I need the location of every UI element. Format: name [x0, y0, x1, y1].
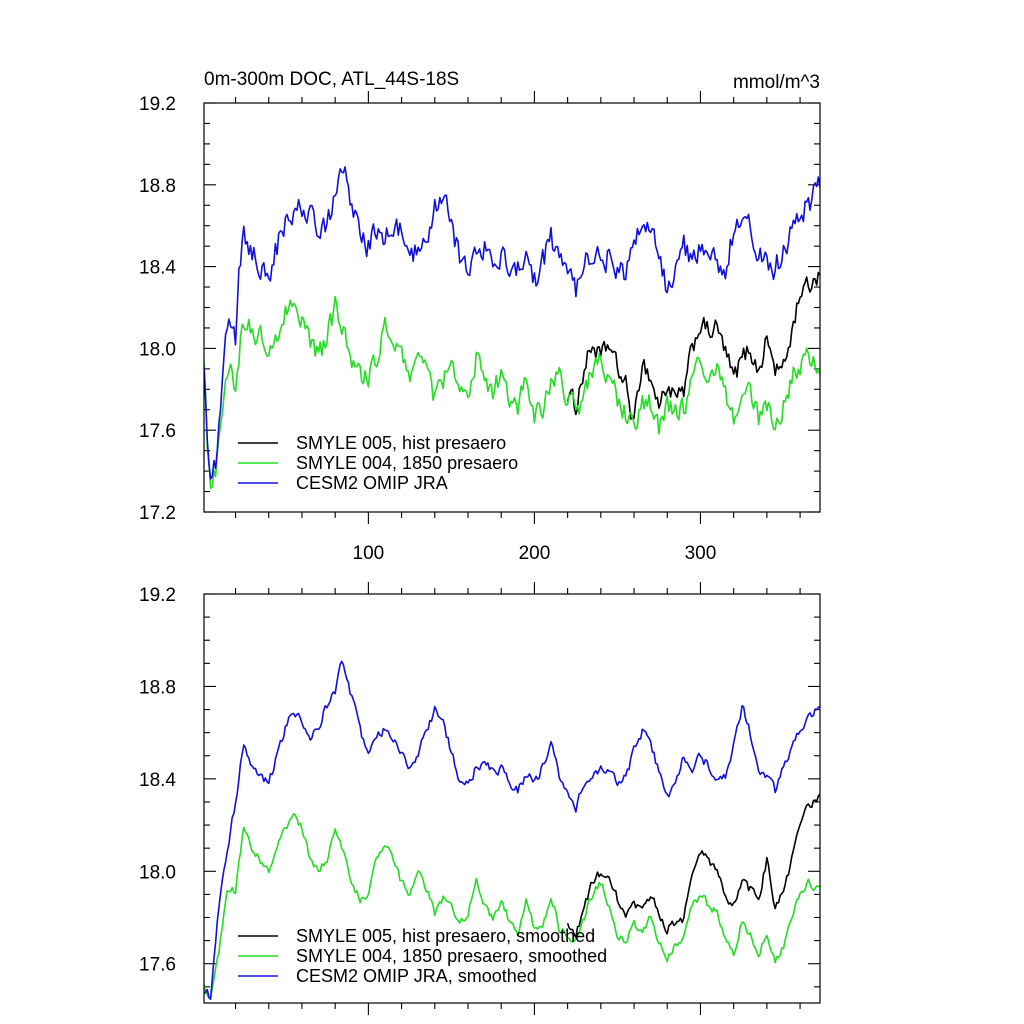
panel-bottom: 17.6 18.0 18.4 18.8 19.2 SMYLE 005, hist pres…	[139, 582, 821, 1015]
y-tick-label: 18.4	[139, 258, 176, 279]
legend-label: SMYLE 004, 1850 presaero, smoothed	[296, 946, 607, 966]
legend-label: SMYLE 005, hist presaero	[296, 433, 506, 453]
panel-top: 0m-300m DOC, ATL_44S-18S mmol/m^3 17.2 17…	[139, 69, 821, 564]
y-tick-label: 17.6	[139, 421, 176, 442]
legend-label: CESM2 OMIP JRA	[296, 473, 448, 493]
series-line	[204, 812, 820, 1000]
plot-frame	[203, 102, 821, 513]
x-tick-label: 100	[353, 543, 385, 564]
y-tick-label: 18.8	[139, 677, 176, 698]
y-tick-label: 17.6	[139, 955, 176, 976]
legend-label: SMYLE 005, hist presaero, smoothed	[296, 926, 595, 946]
y-tick-label: 19.2	[139, 94, 176, 115]
series-line	[566, 793, 820, 939]
series-line	[204, 660, 820, 1001]
legend-label: CESM2 OMIP JRA, smoothed	[296, 966, 537, 986]
y-tick-label: 18.8	[139, 176, 176, 197]
series-line	[204, 166, 820, 480]
y-tick-label: 19.2	[139, 585, 176, 606]
y-tick-label: 18.0	[139, 862, 176, 883]
plot-frame	[203, 593, 821, 1004]
y-tick-label: 18.4	[139, 770, 176, 791]
x-tick-label: 200	[519, 543, 551, 564]
legend-label: SMYLE 004, 1850 presaero	[296, 453, 518, 473]
series-line	[204, 295, 820, 490]
chart-title: 0m-300m DOC, ATL_44S-18S	[204, 69, 459, 90]
units-label: mmol/m^3	[733, 72, 820, 93]
series-line	[566, 271, 820, 420]
x-tick-label: 300	[685, 543, 717, 564]
y-tick-label: 17.2	[139, 503, 176, 524]
y-tick-label: 18.0	[139, 339, 176, 360]
